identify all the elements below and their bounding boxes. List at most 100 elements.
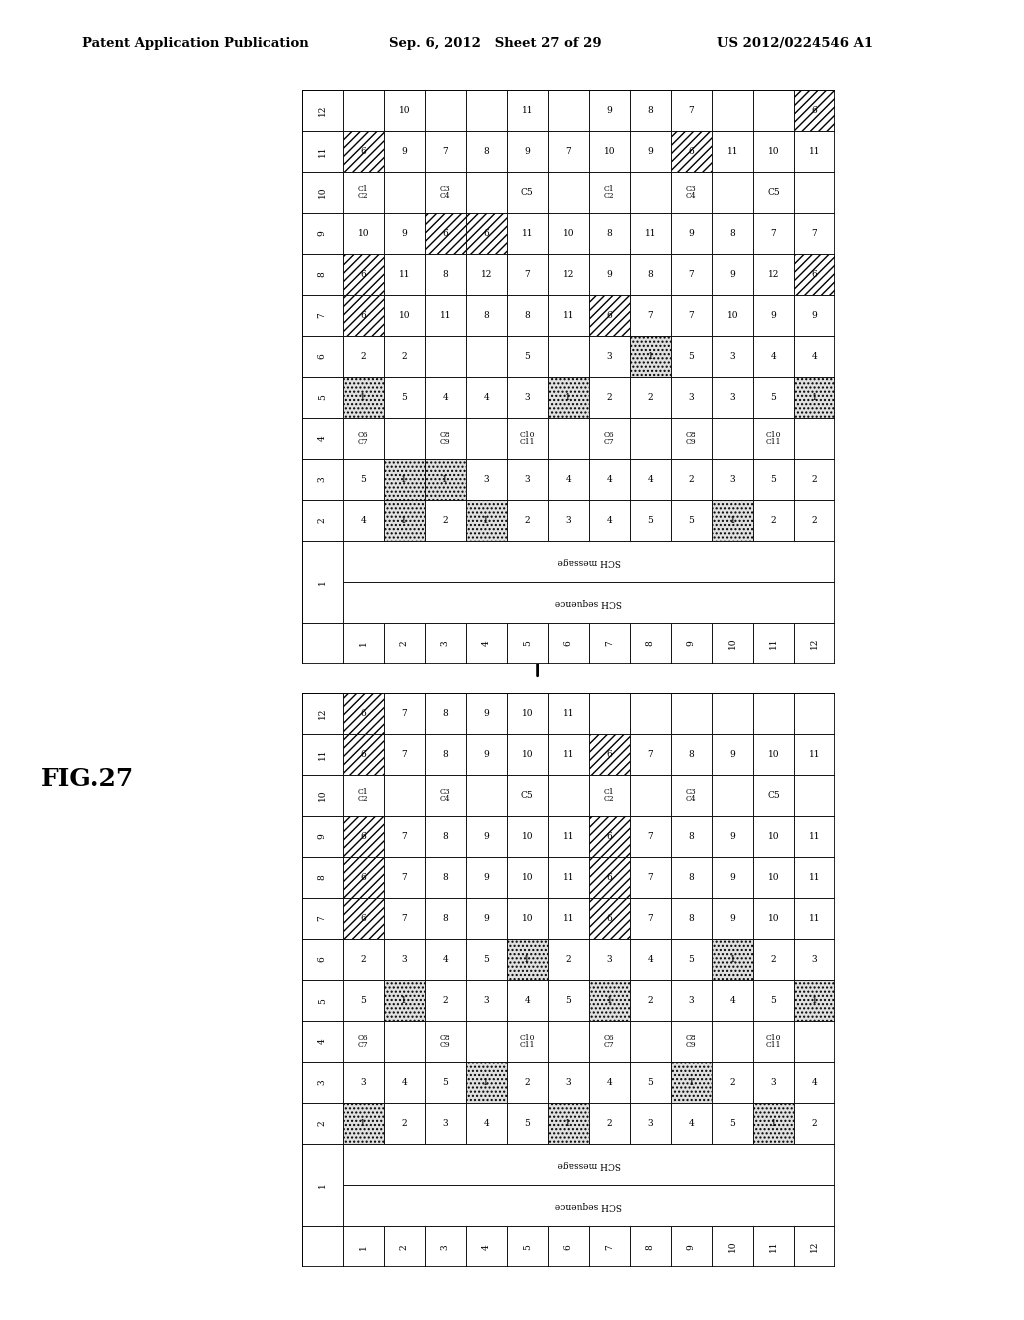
Text: 1: 1 [401, 475, 408, 484]
Bar [589, 1063, 630, 1104]
Bar [589, 939, 630, 979]
Bar [630, 1104, 671, 1144]
Text: 5: 5 [688, 516, 694, 525]
Bar [384, 1063, 425, 1104]
Bar [302, 418, 343, 459]
Text: 7: 7 [688, 310, 694, 319]
Bar [466, 378, 507, 418]
Text: 10: 10 [768, 873, 779, 882]
Text: 5: 5 [647, 1078, 653, 1088]
Text: 5: 5 [565, 997, 571, 1005]
Bar [343, 623, 384, 664]
Text: 5: 5 [442, 1078, 449, 1088]
Text: 1: 1 [483, 516, 489, 525]
Bar [794, 459, 835, 500]
Text: 10: 10 [317, 789, 327, 801]
Text: C10
C11: C10 C11 [766, 430, 781, 446]
Bar [589, 775, 630, 816]
Bar [343, 294, 384, 335]
Bar [466, 816, 507, 857]
Bar [384, 213, 425, 253]
Text: 7: 7 [401, 709, 408, 718]
Bar [425, 1022, 466, 1063]
Bar [343, 418, 384, 459]
Bar [753, 90, 794, 131]
Bar [794, 1104, 835, 1144]
Text: C1
C2: C1 C2 [358, 788, 369, 804]
Bar [753, 418, 794, 459]
Text: 1: 1 [401, 516, 408, 525]
Bar [794, 1226, 835, 1267]
Bar [794, 335, 835, 378]
Bar [384, 253, 425, 294]
Text: 9: 9 [483, 832, 489, 841]
Text: 2: 2 [360, 352, 366, 360]
Bar [507, 131, 548, 172]
Text: 4: 4 [483, 1119, 489, 1129]
Text: 10: 10 [521, 832, 534, 841]
Bar [425, 500, 466, 541]
Bar [425, 979, 466, 1022]
Bar [425, 816, 466, 857]
Bar [343, 90, 384, 131]
Text: 7: 7 [605, 640, 613, 647]
Text: 3: 3 [729, 352, 735, 360]
Bar [302, 939, 343, 979]
Bar [507, 693, 548, 734]
Bar [302, 1063, 343, 1104]
Text: 6: 6 [360, 873, 367, 882]
Text: C5: C5 [767, 791, 779, 800]
Bar [466, 979, 507, 1022]
Text: 1: 1 [565, 1119, 571, 1129]
Text: 3: 3 [688, 393, 694, 401]
Bar [343, 939, 384, 979]
Bar [671, 898, 712, 939]
Text: 11: 11 [769, 638, 778, 649]
Bar [753, 816, 794, 857]
Bar [466, 1022, 507, 1063]
Text: 7: 7 [401, 913, 408, 923]
Text: 6: 6 [564, 640, 572, 647]
Text: C6
C7: C6 C7 [604, 430, 614, 446]
Text: 11: 11 [809, 147, 820, 156]
Text: 4: 4 [360, 516, 367, 525]
Text: 10: 10 [727, 310, 738, 319]
Bar [548, 294, 589, 335]
Bar [384, 623, 425, 664]
Text: 2: 2 [729, 1078, 735, 1088]
Text: 10: 10 [398, 106, 410, 115]
Text: 2: 2 [317, 1121, 327, 1126]
Text: 8: 8 [647, 269, 653, 279]
Text: 7: 7 [647, 832, 653, 841]
Text: 1: 1 [401, 997, 408, 1005]
Text: 3: 3 [565, 516, 571, 525]
Bar [466, 294, 507, 335]
Text: C10
C11: C10 C11 [519, 430, 536, 446]
Bar [794, 294, 835, 335]
Text: 10: 10 [562, 228, 574, 238]
Bar [302, 500, 343, 541]
Text: 5: 5 [317, 998, 327, 1003]
Text: SCH message: SCH message [557, 557, 621, 566]
Text: 5: 5 [688, 956, 694, 964]
Bar [507, 1104, 548, 1144]
Bar [671, 418, 712, 459]
Text: 7: 7 [401, 873, 408, 882]
Bar [671, 1104, 712, 1144]
Bar [343, 459, 384, 500]
Bar [630, 172, 671, 213]
Bar [753, 378, 794, 418]
Bar [589, 213, 630, 253]
Text: 10: 10 [398, 310, 410, 319]
Bar [302, 378, 343, 418]
Bar [507, 335, 548, 378]
Bar [794, 172, 835, 213]
Text: C1
C2: C1 C2 [604, 788, 614, 804]
Bar [466, 418, 507, 459]
Bar [712, 213, 753, 253]
Bar [548, 1022, 589, 1063]
Text: 2: 2 [771, 516, 776, 525]
Text: 9: 9 [647, 147, 653, 156]
Text: 11: 11 [809, 750, 820, 759]
Bar [384, 857, 425, 898]
